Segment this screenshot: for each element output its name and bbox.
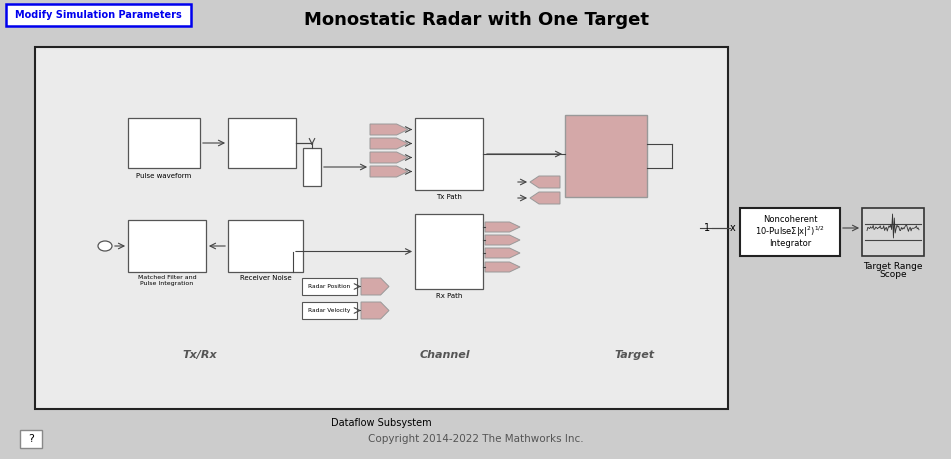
- Text: Pulse Integration: Pulse Integration: [141, 281, 194, 286]
- Text: Receiver Noise: Receiver Noise: [240, 275, 291, 281]
- Polygon shape: [370, 124, 408, 135]
- Text: Target: Target: [615, 350, 655, 360]
- Bar: [128, 220, 206, 272]
- Text: Pulse waveform: Pulse waveform: [136, 173, 191, 179]
- Bar: [302, 302, 357, 319]
- Bar: [415, 118, 483, 190]
- Bar: [303, 148, 321, 186]
- Text: Monostatic Radar with One Target: Monostatic Radar with One Target: [303, 11, 649, 29]
- Bar: [128, 118, 200, 168]
- Bar: [6, 4, 191, 26]
- Polygon shape: [530, 176, 560, 188]
- Polygon shape: [370, 138, 408, 149]
- Text: Rx Path: Rx Path: [436, 293, 462, 299]
- Polygon shape: [485, 248, 520, 258]
- Text: Tx Path: Tx Path: [437, 194, 462, 200]
- Text: Noncoherent: Noncoherent: [763, 215, 817, 224]
- Polygon shape: [530, 192, 560, 204]
- Polygon shape: [370, 152, 408, 163]
- Text: Integrator: Integrator: [768, 240, 811, 248]
- Polygon shape: [370, 166, 408, 177]
- Text: Matched Filter and: Matched Filter and: [138, 275, 196, 280]
- Text: Radar Velocity: Radar Velocity: [308, 308, 351, 313]
- Bar: [228, 118, 296, 168]
- Text: Tx/Rx: Tx/Rx: [183, 350, 218, 360]
- Text: Copyright 2014-2022 The Mathworks Inc.: Copyright 2014-2022 The Mathworks Inc.: [368, 434, 584, 444]
- Text: 10-Pulse$\Sigma$|x|$^2$)$^{1/2}$: 10-Pulse$\Sigma$|x|$^2$)$^{1/2}$: [755, 225, 825, 239]
- Bar: [20, 430, 42, 448]
- Ellipse shape: [98, 241, 112, 251]
- Bar: [565, 115, 647, 197]
- Bar: [302, 278, 357, 295]
- Polygon shape: [361, 278, 389, 295]
- Text: Target Range: Target Range: [864, 262, 922, 271]
- Bar: [862, 208, 924, 256]
- Text: Channel: Channel: [419, 350, 471, 360]
- Bar: [415, 214, 483, 289]
- Bar: [228, 220, 303, 272]
- Bar: [35, 47, 728, 409]
- Polygon shape: [485, 235, 520, 245]
- Polygon shape: [485, 222, 520, 232]
- Text: 1: 1: [704, 223, 710, 233]
- Text: Radar Position: Radar Position: [308, 284, 351, 289]
- Polygon shape: [361, 302, 389, 319]
- Text: Dataflow Subsystem: Dataflow Subsystem: [331, 418, 432, 428]
- Text: Modify Simulation Parameters: Modify Simulation Parameters: [14, 10, 182, 20]
- Bar: [330, 95, 560, 355]
- Bar: [558, 95, 713, 310]
- Text: x: x: [730, 223, 736, 233]
- Bar: [72, 95, 337, 355]
- Text: Scope: Scope: [879, 270, 907, 279]
- Polygon shape: [485, 262, 520, 272]
- Bar: [740, 208, 840, 256]
- Text: ?: ?: [29, 434, 34, 444]
